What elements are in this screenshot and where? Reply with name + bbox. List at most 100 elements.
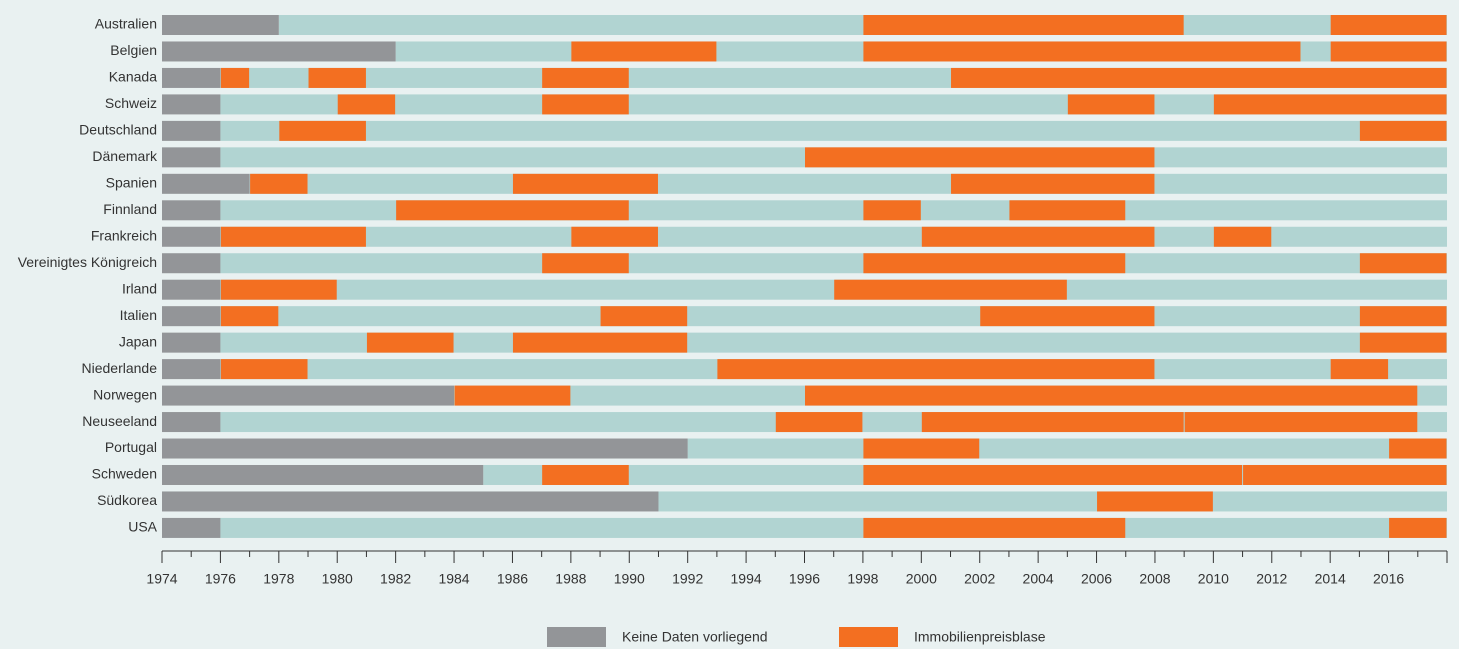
bubble-bar [220, 279, 337, 300]
x-tick-label: 1990 [614, 571, 645, 587]
x-tick-label: 1980 [322, 571, 353, 587]
row-label: Finnland [103, 201, 157, 217]
no-data-bar [162, 491, 659, 512]
legend-swatch [839, 627, 898, 647]
x-tick-label: 1996 [789, 571, 820, 587]
row-label: Portugal [105, 439, 157, 455]
row-label: Italien [120, 307, 157, 323]
bubble-bar [512, 173, 658, 194]
legend-swatch [547, 627, 606, 647]
bubble-bar [1359, 306, 1447, 327]
bubble-bar [1389, 438, 1447, 459]
legend-label: Keine Daten vorliegend [622, 629, 768, 645]
row-label: Schweden [92, 466, 157, 482]
bubble-bar [1097, 491, 1213, 512]
bubble-bar [1359, 120, 1447, 141]
no-data-bar [162, 306, 221, 327]
bubble-bar [1330, 15, 1447, 35]
bubble-bar [1330, 359, 1389, 380]
bubble-bar [220, 226, 366, 247]
bubble-bar [1389, 517, 1447, 538]
x-tick-label: 1974 [146, 571, 177, 587]
x-tick-label: 1986 [497, 571, 528, 587]
bubble-bar [542, 464, 629, 485]
bubble-bar [1330, 41, 1447, 62]
row-label: Spanien [106, 175, 157, 191]
row-label: USA [128, 519, 157, 535]
no-data-bar [162, 385, 455, 406]
row-label: Schweiz [105, 95, 157, 111]
x-tick-label: 1978 [263, 571, 294, 587]
x-tick-label: 1998 [847, 571, 878, 587]
bubble-bar [980, 306, 1155, 327]
row-label: Niederlande [82, 360, 158, 376]
row-label: Kanada [109, 69, 157, 85]
x-tick-label: 2002 [964, 571, 995, 587]
no-data-bar [162, 226, 221, 247]
bubble-bar [863, 15, 1184, 35]
no-data-bar [162, 438, 688, 459]
x-tick-label: 2014 [1315, 571, 1346, 587]
no-data-bar [162, 253, 221, 274]
bubble-bar [366, 332, 454, 353]
bubble-bar [542, 67, 629, 88]
bubble-bar [1359, 332, 1447, 353]
no-data-bar [162, 359, 221, 380]
row-label: Norwegen [93, 386, 157, 402]
data-bar [220, 120, 1448, 141]
x-tick-label: 1976 [205, 571, 236, 587]
row-label: Dänemark [92, 148, 158, 164]
bubble-bar [279, 120, 366, 141]
no-data-bar [162, 94, 221, 115]
bubble-bar [1213, 94, 1447, 115]
bubble-bar [542, 94, 629, 115]
data-bar [687, 438, 1447, 459]
no-data-bar [162, 67, 221, 88]
row-label: Frankreich [91, 227, 157, 243]
bubble-bar [571, 226, 658, 247]
bubble-bar [1009, 200, 1126, 221]
no-data-bar [162, 147, 221, 168]
x-tick-label: 2006 [1081, 571, 1112, 587]
no-data-bar [162, 15, 279, 35]
bubble-bar [220, 359, 308, 380]
bubble-bar [921, 226, 1155, 247]
row-label: Deutschland [79, 122, 157, 138]
bubble-bar [337, 94, 396, 115]
data-bar [220, 517, 1448, 538]
bubble-bar [512, 332, 688, 353]
bubble-bar [1359, 253, 1447, 274]
data-bar [658, 491, 1447, 512]
legend-label: Immobilienpreisblase [914, 629, 1046, 645]
row-label: Belgien [110, 42, 157, 58]
bubble-bar [863, 464, 1243, 485]
no-data-bar [162, 173, 250, 194]
bubble-bar [1243, 464, 1447, 485]
bubble-bar [805, 385, 1418, 406]
bubble-bar [1184, 412, 1418, 433]
x-tick-label: 2010 [1198, 571, 1229, 587]
x-tick-label: 1992 [672, 571, 703, 587]
data-bar [220, 306, 1448, 327]
bubble-bar [834, 279, 1067, 300]
row-label: Neuseeland [82, 413, 157, 429]
no-data-bar [162, 120, 221, 141]
bubble-bar [775, 412, 863, 433]
bubble-bar [863, 253, 1126, 274]
x-tick-label: 2000 [906, 571, 937, 587]
bubble-bar [863, 200, 921, 221]
no-data-bar [162, 41, 396, 62]
bubble-bar [600, 306, 688, 327]
bubble-bar [863, 41, 1301, 62]
row-label: Australien [95, 16, 157, 32]
bubble-bar [1213, 226, 1272, 247]
data-bar [278, 15, 1448, 35]
data-bar [220, 253, 1448, 274]
bubble-bar [542, 253, 629, 274]
bubble-bar [717, 359, 1155, 380]
no-data-bar [162, 464, 484, 485]
no-data-bar [162, 279, 221, 300]
bubble-bar [396, 200, 629, 221]
bubble-bar [1067, 94, 1155, 115]
